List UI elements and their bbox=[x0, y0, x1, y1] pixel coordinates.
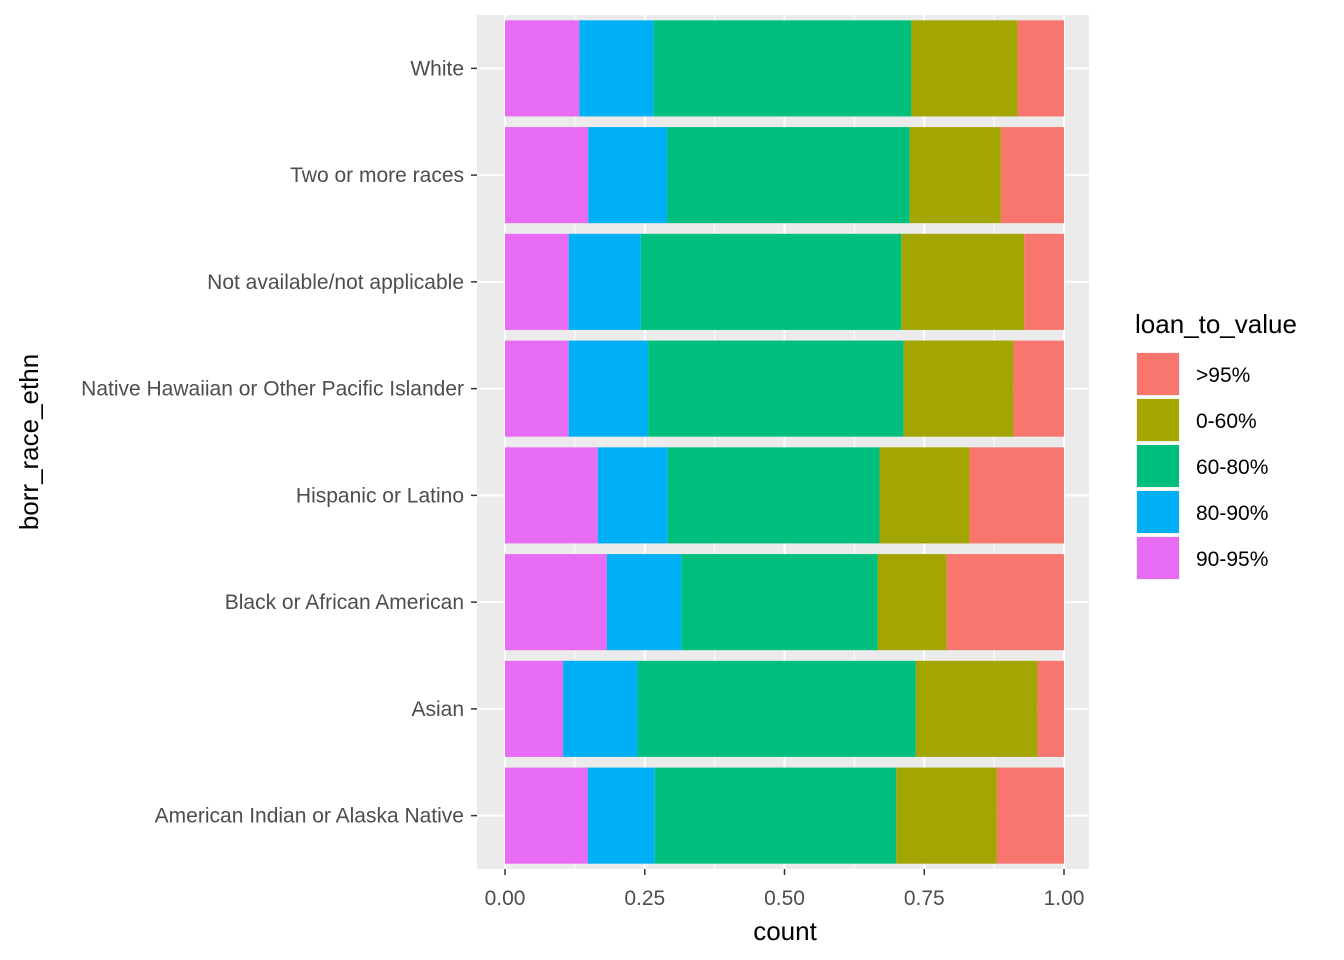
bar-segment bbox=[568, 233, 641, 330]
bar-segment bbox=[505, 20, 580, 117]
bar-segment bbox=[505, 554, 607, 651]
y-tick-label: Hispanic or Latino bbox=[296, 484, 464, 507]
bar-segment bbox=[637, 660, 916, 757]
legend-label: 80-90% bbox=[1196, 502, 1268, 525]
bar-segment bbox=[505, 233, 569, 330]
bar-segment bbox=[946, 554, 1064, 651]
bar-segment bbox=[915, 660, 1038, 757]
bar-segment bbox=[587, 767, 655, 864]
bar-segment bbox=[1013, 340, 1064, 437]
bar-segment bbox=[588, 127, 668, 224]
bar-segment bbox=[505, 127, 589, 224]
bar-segment bbox=[505, 660, 564, 757]
x-tick-label: 1.00 bbox=[1044, 887, 1085, 910]
bar-segment bbox=[568, 340, 649, 437]
legend-label: 0-60% bbox=[1196, 410, 1257, 433]
bar-segment bbox=[667, 447, 880, 544]
bar-segment bbox=[505, 340, 569, 437]
y-tick-label: American Indian or Alaska Native bbox=[155, 805, 464, 828]
y-tick-label: White bbox=[410, 57, 464, 80]
bar-segment bbox=[1037, 660, 1064, 757]
y-axis-title: borr_race_ethn bbox=[14, 354, 44, 530]
bar-segment bbox=[1017, 20, 1064, 117]
legend-swatch bbox=[1137, 445, 1179, 487]
legend-swatch bbox=[1137, 491, 1179, 533]
x-tick-label: 0.25 bbox=[624, 887, 665, 910]
bar-segment bbox=[909, 127, 1001, 224]
x-tick-label: 0.75 bbox=[904, 887, 945, 910]
x-tick-label: 0.50 bbox=[764, 887, 805, 910]
legend-label: 60-80% bbox=[1196, 456, 1268, 479]
bar-segment bbox=[640, 233, 902, 330]
y-tick-label: Not available/not applicable bbox=[207, 271, 464, 294]
bar-segment bbox=[563, 660, 638, 757]
bar-segment bbox=[579, 20, 654, 117]
legend-swatch bbox=[1137, 399, 1179, 441]
bar-segment bbox=[879, 447, 970, 544]
legend: loan_to_value >95% 0-60% 60-80% 80-90% 90-95… bbox=[1135, 309, 1297, 580]
bar-segment bbox=[896, 767, 997, 864]
y-axis: American Indian or Alaska Native Asian Bla… bbox=[81, 57, 477, 828]
bar-segment bbox=[654, 767, 897, 864]
bar-segment bbox=[653, 20, 912, 117]
x-axis: 0.00 0.25 0.50 0.75 1.00 bbox=[485, 869, 1085, 910]
bar-segment bbox=[1024, 233, 1064, 330]
y-tick-label: Native Hawaiian or Other Pacific Islande… bbox=[81, 378, 464, 401]
bar-segment bbox=[648, 340, 904, 437]
bar-segment bbox=[901, 233, 1025, 330]
x-tick-label: 0.00 bbox=[485, 887, 526, 910]
bar-segment bbox=[903, 340, 1014, 437]
legend-title: loan_to_value bbox=[1135, 309, 1297, 339]
bar-segment bbox=[877, 554, 947, 651]
legend-swatch bbox=[1137, 537, 1179, 579]
bar-segment bbox=[505, 767, 588, 864]
bar-segment bbox=[969, 447, 1064, 544]
legend-label: >95% bbox=[1196, 364, 1250, 387]
bar-segment bbox=[597, 447, 668, 544]
bar-segment bbox=[505, 447, 598, 544]
bar-segment bbox=[1000, 127, 1064, 224]
legend-swatch bbox=[1137, 353, 1179, 395]
bar-segment bbox=[667, 127, 910, 224]
bar-segment bbox=[996, 767, 1064, 864]
bar-segment bbox=[681, 554, 878, 651]
legend-label: 90-95% bbox=[1196, 548, 1268, 571]
x-axis-title: count bbox=[753, 916, 817, 946]
bar-segment bbox=[606, 554, 682, 651]
bar-segment bbox=[911, 20, 1018, 117]
bars bbox=[505, 20, 1064, 864]
y-tick-label: Asian bbox=[411, 698, 464, 721]
y-tick-label: Two or more races bbox=[290, 164, 464, 187]
y-tick-label: Black or African American bbox=[225, 591, 464, 614]
